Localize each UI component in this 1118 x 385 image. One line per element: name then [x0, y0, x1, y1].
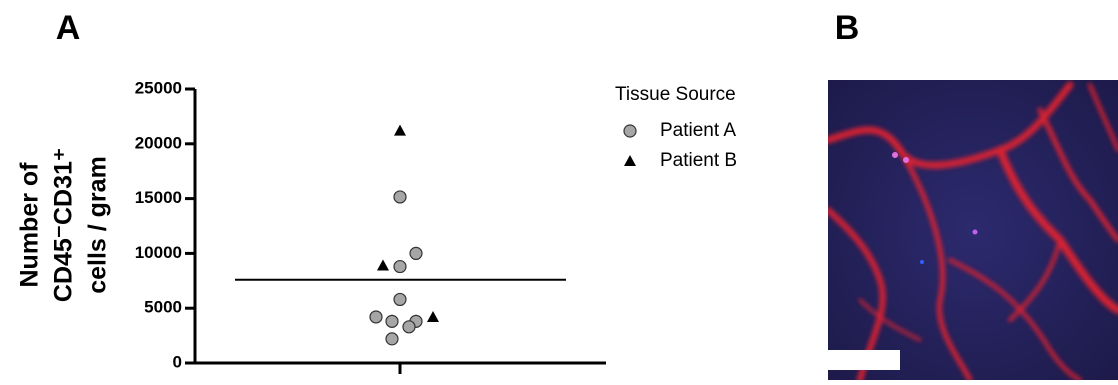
y-tick-label: 10000: [135, 243, 182, 262]
y-axis-label: Number of CD45⁻CD31⁺ cells / gram: [16, 148, 112, 302]
y-tick-label: 20000: [135, 133, 182, 152]
legend-label: Patient B: [660, 150, 737, 171]
data-point: [394, 191, 406, 203]
data-point: [427, 311, 439, 322]
y-tick-label: 15000: [135, 188, 182, 207]
data-point: [403, 321, 415, 333]
data-point: [394, 293, 406, 305]
y-label-line: Number of: [16, 162, 44, 288]
panel-label: A: [56, 9, 81, 47]
data-point: [386, 333, 398, 345]
y-tick-label: 25000: [135, 78, 182, 97]
data-point: [377, 259, 389, 270]
y-tick-label: 5000: [144, 298, 182, 317]
y-tick-label: 0: [173, 352, 182, 371]
legend-label: Patient A: [660, 120, 736, 141]
data-point: [394, 125, 406, 136]
y-label-line: cells / gram: [84, 156, 112, 294]
legend-title: Tissue Source: [615, 84, 736, 105]
data-point: [410, 247, 422, 259]
microscopy-image: [828, 80, 1118, 380]
figure: A B Number of CD45⁻CD31⁺ cells / gram Ti…: [0, 0, 1118, 380]
data-point: [386, 315, 398, 327]
y-label-line: CD45⁻CD31⁺: [50, 148, 78, 302]
data-point: [394, 261, 406, 273]
panel-label: B: [835, 9, 860, 47]
legend-marker: [624, 125, 636, 137]
legend-marker: [624, 155, 636, 166]
data-point: [370, 311, 382, 323]
